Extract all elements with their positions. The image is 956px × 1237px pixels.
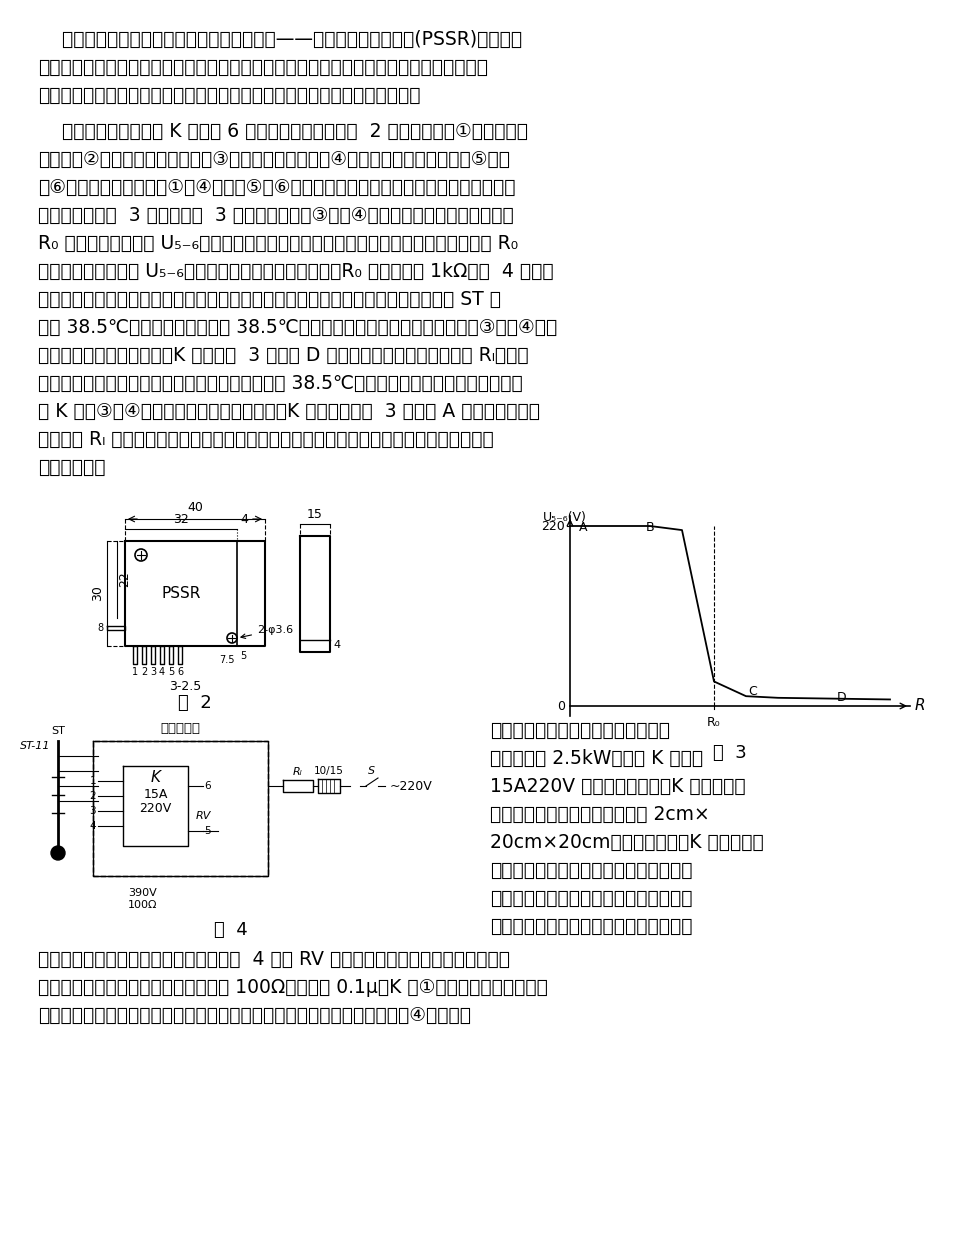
Text: U₅₋₆(V): U₅₋₆(V) xyxy=(543,511,587,524)
Text: ST-11: ST-11 xyxy=(19,741,50,751)
Text: 5: 5 xyxy=(204,826,210,836)
Text: 图  2: 图 2 xyxy=(178,694,212,713)
Text: 的散热器，散热器尺寸不得小于 2cm×: 的散热器，散热器尺寸不得小于 2cm× xyxy=(490,805,709,824)
Text: RV: RV xyxy=(196,811,211,821)
Text: 2: 2 xyxy=(89,790,96,802)
Text: 在与外加散热器相互压接时，中间需垫上: 在与外加散热器相互压接时，中间需垫上 xyxy=(490,889,692,908)
Text: 22: 22 xyxy=(118,571,131,588)
Text: 型控制特性如图  3 所示。从图  3 可以看出，当第③、第④脚外接的无源元件的电阻小于: 型控制特性如图 3 所示。从图 3 可以看出，当第③、第④脚外接的无源元件的电阻… xyxy=(38,207,513,225)
Text: 30: 30 xyxy=(91,585,104,601)
Text: 1: 1 xyxy=(132,667,138,677)
Text: 起电绝缘作用的云母片或聚脂薄片。也可: 起电绝缘作用的云母片或聚脂薄片。也可 xyxy=(490,917,692,936)
Text: 6: 6 xyxy=(177,667,183,677)
Text: 8: 8 xyxy=(98,623,104,633)
Text: 如果是一万只鸡蛋的电孵箱，加热器: 如果是一万只鸡蛋的电孵箱，加热器 xyxy=(490,721,670,740)
Text: 温度范围内。: 温度范围内。 xyxy=(38,458,105,477)
Text: 热片，有些产品散热片与内部相通，因此: 热片，有些产品散热片与内部相通，因此 xyxy=(490,861,692,880)
Text: 的功率需约 2.5kW，因此 K 要选择: 的功率需约 2.5kW，因此 K 要选择 xyxy=(490,748,703,768)
Text: 10/15: 10/15 xyxy=(315,766,344,776)
Text: 32: 32 xyxy=(173,513,189,526)
Text: 交流参数固态继电器 K 是一种 6 端固体元件，外型如图  2 所示。图中第①脚是有源驱: 交流参数固态继电器 K 是一种 6 端固体元件，外型如图 2 所示。图中第①脚是… xyxy=(38,122,528,141)
Text: 220V: 220V xyxy=(140,802,172,814)
Text: 度计的接点不容易老化、安装更换简单。这种恒温控制器适宜用在孵化箱中。: 度计的接点不容易老化、安装更换简单。这种恒温控制器适宜用在孵化箱中。 xyxy=(38,87,421,105)
Text: ~220V: ~220V xyxy=(390,779,433,793)
Text: 4: 4 xyxy=(240,513,248,526)
Text: 于 K 的第③、④脚之间的外接电阻阻值为零，K 此时工作在图  3 曲线的 A 点，输出开关断: 于 K 的第③、④脚之间的外接电阻阻值为零，K 此时工作在图 3 曲线的 A 点… xyxy=(38,402,540,421)
Text: A: A xyxy=(578,521,587,534)
Text: 丝）接通电源，箱内温度升高；当箱内温度上升到 38.5℃时，水银温度计电接点闭合，相当: 丝）接通电源，箱内温度升高；当箱内温度上升到 38.5℃时，水银温度计电接点闭合… xyxy=(38,374,523,393)
Circle shape xyxy=(51,846,65,860)
Text: 该恒温控制器由于采用了一个新型电子元件——交流参数固态继电器(PSSR)，使得电: 该恒温控制器由于采用了一个新型电子元件——交流参数固态继电器(PSSR)，使得电 xyxy=(38,30,522,49)
Text: 图  4: 图 4 xyxy=(213,922,248,939)
Text: 时很容易受外界感应信号的干扰，因此不使用这一脚时应将此脚与公共端第④脚短接。: 时很容易受外界感应信号的干扰，因此不使用这一脚时应将此脚与公共端第④脚短接。 xyxy=(38,1006,471,1025)
Text: 图  3: 图 3 xyxy=(713,743,747,762)
Text: R: R xyxy=(915,699,925,714)
Text: S: S xyxy=(368,766,376,776)
Text: PSSR: PSSR xyxy=(162,586,201,601)
Text: 置在 38.5℃，当孵箱内温度低于 38.5℃时，水银电接点是断开的，相当于第③、第④脚之: 置在 38.5℃，当孵箱内温度低于 38.5℃时，水银电接点是断开的，相当于第③… xyxy=(38,318,557,336)
Text: 40: 40 xyxy=(187,501,203,515)
Text: 2-φ3.6: 2-φ3.6 xyxy=(241,625,293,638)
Text: 时，输出开关端压降 U₅₋₆等于零，相当于输出开关接通。R₀ 的典型值约 1kΩ。图  4 是恒温: 时，输出开关端压降 U₅₋₆等于零，相当于输出开关接通。R₀ 的典型值约 1kΩ… xyxy=(38,262,554,281)
Text: C: C xyxy=(748,684,757,698)
Text: 第⑥脚是输出开关端。第①～④脚与第⑤、⑥脚之间相互电隔离。交流参数固态继电器的典: 第⑥脚是输出开关端。第①～④脚与第⑤、⑥脚之间相互电隔离。交流参数固态继电器的典 xyxy=(38,178,515,197)
Text: 390V: 390V xyxy=(129,888,158,898)
Text: 6: 6 xyxy=(204,781,210,790)
Text: 4: 4 xyxy=(89,821,96,831)
Text: 15: 15 xyxy=(307,508,323,521)
Text: B: B xyxy=(645,521,654,534)
Text: 15A: 15A xyxy=(143,788,167,800)
Text: 1: 1 xyxy=(89,776,96,785)
Text: Rₗ: Rₗ xyxy=(293,767,303,777)
Text: 15A220V 规格的。安装时，K 应配足够大: 15A220V 规格的。安装时，K 应配足够大 xyxy=(490,777,746,795)
Text: 4: 4 xyxy=(159,667,165,677)
Text: R₀ 时，输出端的电压 U₅₋₆等于电源电压，相当于输出开关断开；当外接电阻阻值大于 R₀: R₀ 时，输出端的电压 U₅₋₆等于电源电压，相当于输出开关断开；当外接电阻阻值… xyxy=(38,234,518,254)
Text: 以视情况采用金属结构件作为散热器。图  4 中的 RV 为一个压敏电阻，如果没有此元件，: 以视情况采用金属结构件作为散热器。图 4 中的 RV 为一个压敏电阻，如果没有此… xyxy=(38,950,510,969)
Text: 100Ω: 100Ω xyxy=(128,901,158,910)
Text: 路大为简化，但电路性能不错。该控制器动作灵敏、切换速度高，与之配套的电接点水银温: 路大为简化，但电路性能不错。该控制器动作灵敏、切换速度高，与之配套的电接点水银温 xyxy=(38,58,488,77)
Text: 5: 5 xyxy=(168,667,174,677)
Text: 20cm×20cm，材料为铝板。K 的底部是散: 20cm×20cm，材料为铝板。K 的底部是散 xyxy=(490,833,764,852)
Text: 4: 4 xyxy=(333,641,340,651)
Text: ST: ST xyxy=(51,726,65,736)
Text: 控制器使用时的连线图，以孵鸡为例，恒温控制过程如下：通常将电接点水银温度计 ST 预: 控制器使用时的连线图，以孵鸡为例，恒温控制过程如下：通常将电接点水银温度计 ST… xyxy=(38,289,501,309)
Text: 3-2.5: 3-2.5 xyxy=(169,680,201,693)
Text: 3: 3 xyxy=(89,807,96,816)
Text: 间的外接电阻阻值无穷大，K 工作在图  3 曲线上 D 点以远，输出开关接通，负载 Rₗ（电炉: 间的外接电阻阻值无穷大，K 工作在图 3 曲线上 D 点以远，输出开关接通，负载… xyxy=(38,346,529,365)
Text: R₀: R₀ xyxy=(707,716,721,729)
Text: 0: 0 xyxy=(557,699,565,713)
Text: K: K xyxy=(150,771,161,785)
Text: 5: 5 xyxy=(240,651,247,661)
Text: 3: 3 xyxy=(150,667,156,677)
Text: 220: 220 xyxy=(541,520,565,532)
Text: 温度控制器: 温度控制器 xyxy=(161,722,201,735)
Text: 也可用阻容吸收回路代替，通常电阻取 100Ω，电容取 0.1μ。K 第①脚的灵敏度很高，悬空: 也可用阻容吸收回路代替，通常电阻取 100Ω，电容取 0.1μ。K 第①脚的灵敏… xyxy=(38,978,548,997)
Text: D: D xyxy=(837,691,847,704)
Text: 2: 2 xyxy=(141,667,147,677)
Text: 动端，第②脚是负功率驱动端，第③脚是无源驱动端，第④脚是控制端的公共端，第⑤脚、: 动端，第②脚是负功率驱动端，第③脚是无源驱动端，第④脚是控制端的公共端，第⑤脚、 xyxy=(38,150,510,169)
Text: 7.5: 7.5 xyxy=(219,656,234,666)
Text: 开，负载 Rₗ 失电停止加热，箱内温度降低。这样周而复始，就会将箱内温度控制在给定的: 开，负载 Rₗ 失电停止加热，箱内温度降低。这样周而复始，就会将箱内温度控制在给… xyxy=(38,430,493,449)
